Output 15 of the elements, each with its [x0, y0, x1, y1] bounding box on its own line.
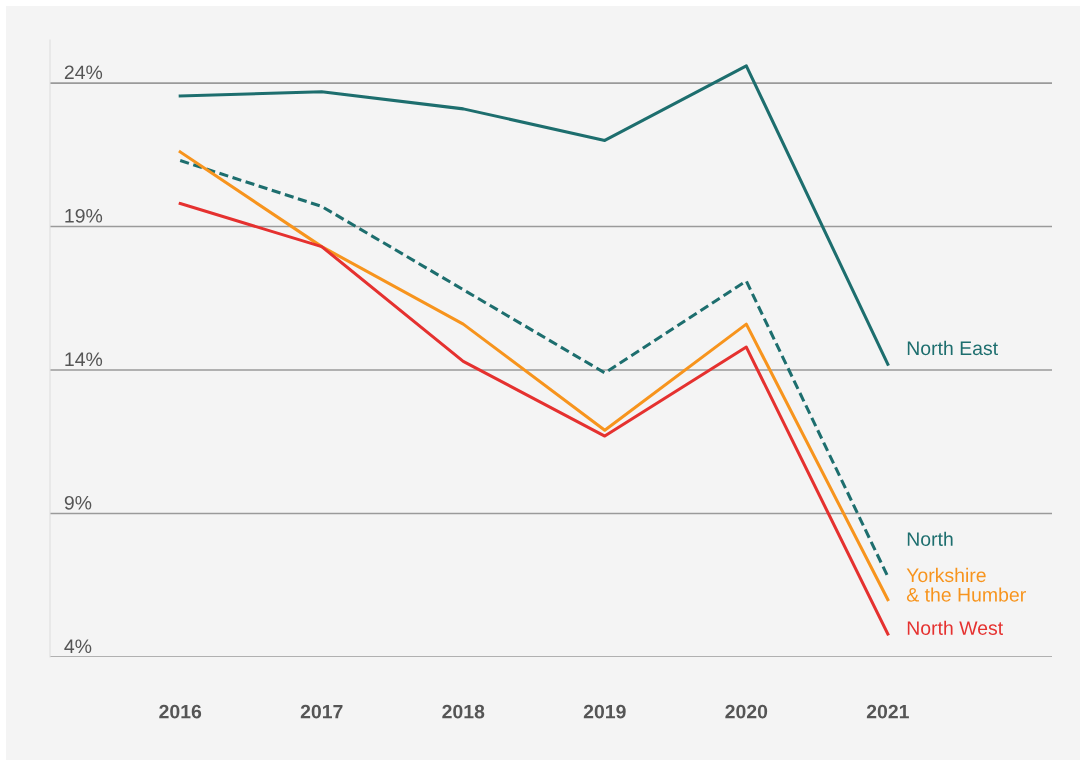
y-tick-label: 4% [64, 639, 92, 654]
x-tick-label: 2019 [583, 704, 626, 719]
series-label: North [907, 531, 953, 546]
series-label: Yorkshire & the Humber [906, 567, 1026, 602]
x-tick-label: 2017 [300, 704, 343, 719]
y-tick-label: 19% [65, 208, 103, 223]
x-tick-label: 2021 [866, 704, 909, 719]
x-tick-label: 2018 [442, 704, 485, 719]
series-label: North East [907, 340, 998, 356]
x-tick-label: 2016 [159, 704, 202, 719]
y-tick-label: 14% [65, 352, 103, 367]
x-tick-label: 2020 [725, 704, 768, 719]
series-label: North West [907, 620, 1003, 635]
y-tick-label: 9% [64, 495, 92, 510]
y-tick-label: 24% [64, 65, 103, 80]
